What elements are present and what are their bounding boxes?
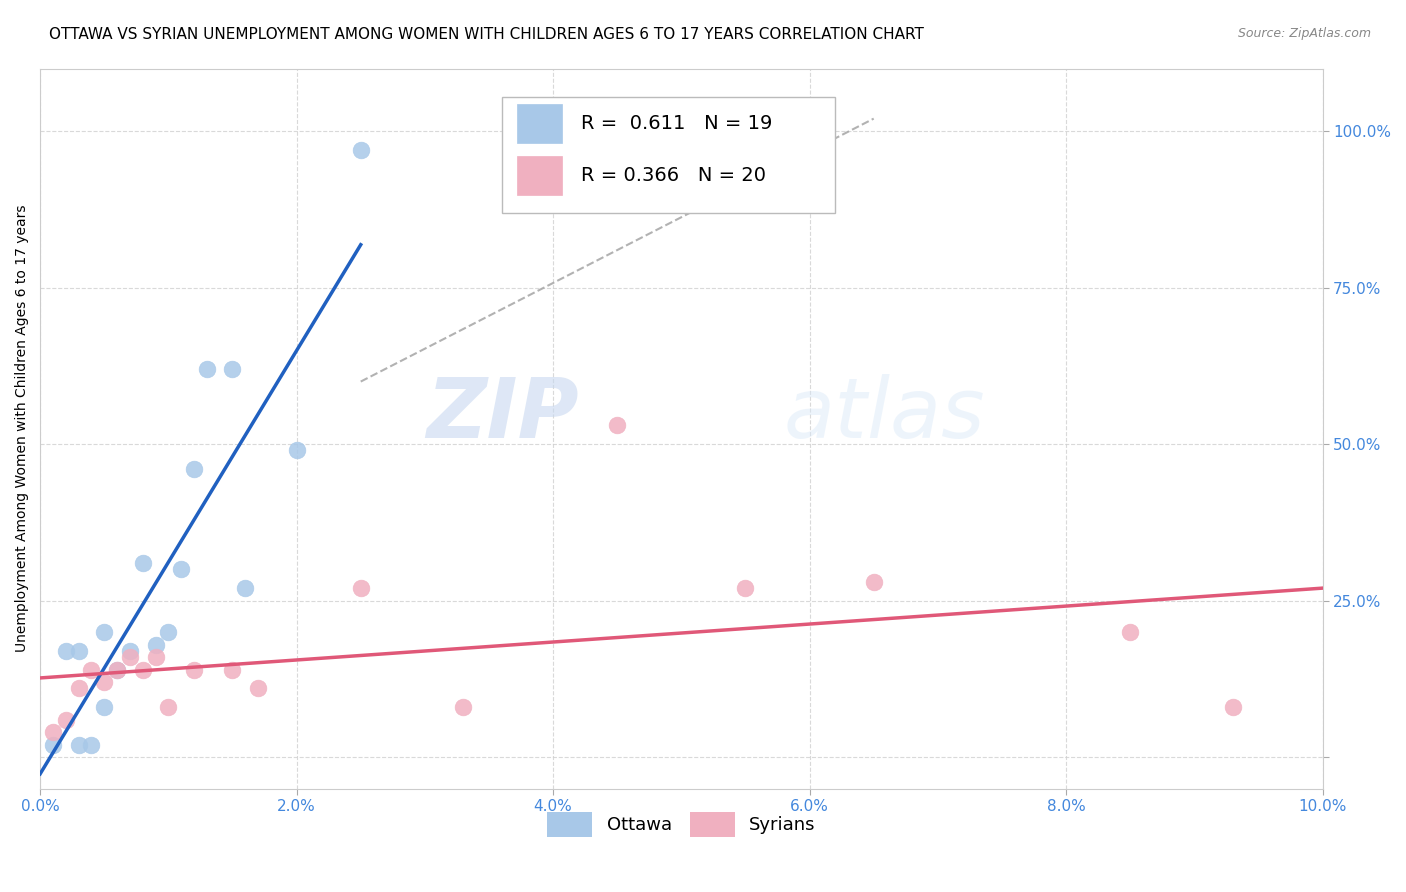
Text: OTTAWA VS SYRIAN UNEMPLOYMENT AMONG WOMEN WITH CHILDREN AGES 6 TO 17 YEARS CORRE: OTTAWA VS SYRIAN UNEMPLOYMENT AMONG WOME… [49, 27, 924, 42]
Point [118, 650, 141, 665]
Legend: Ottawa, Syrians: Ottawa, Syrians [540, 805, 823, 845]
Point [118, 644, 141, 658]
Text: R =  0.611   N = 19: R = 0.611 N = 19 [581, 114, 773, 133]
Point [80, 663, 103, 677]
Point [42, 738, 65, 752]
Text: Source: ZipAtlas.com: Source: ZipAtlas.com [1237, 27, 1371, 40]
FancyBboxPatch shape [502, 97, 835, 212]
Point [105, 663, 128, 677]
Point [247, 681, 270, 696]
Point [131, 556, 153, 570]
Point [145, 638, 167, 652]
Point [93, 625, 115, 640]
Point [350, 143, 373, 157]
Point [285, 443, 308, 458]
Text: atlas: atlas [785, 374, 986, 455]
Point [67, 681, 90, 696]
Text: ZIP: ZIP [426, 374, 579, 455]
Point [80, 738, 103, 752]
Point [734, 581, 756, 595]
Point [183, 462, 205, 476]
Point [67, 644, 90, 658]
Point [221, 362, 243, 376]
Point [42, 725, 65, 739]
Point [157, 700, 180, 714]
Point [862, 574, 884, 589]
FancyBboxPatch shape [517, 155, 562, 195]
Point [55, 713, 77, 727]
Point [105, 663, 128, 677]
Point [221, 663, 243, 677]
Text: R = 0.366   N = 20: R = 0.366 N = 20 [581, 166, 766, 185]
Point [67, 738, 90, 752]
Point [606, 418, 628, 433]
Point [350, 581, 373, 595]
Point [93, 700, 115, 714]
Point [1119, 625, 1142, 640]
Point [131, 663, 153, 677]
Point [93, 675, 115, 690]
Point [157, 625, 180, 640]
FancyBboxPatch shape [517, 103, 562, 144]
Point [233, 581, 256, 595]
Y-axis label: Unemployment Among Women with Children Ages 6 to 17 years: Unemployment Among Women with Children A… [15, 205, 30, 652]
Point [170, 562, 193, 576]
Point [1222, 700, 1244, 714]
Point [183, 663, 205, 677]
Point [195, 362, 218, 376]
Point [145, 650, 167, 665]
Point [55, 644, 77, 658]
Point [453, 700, 475, 714]
